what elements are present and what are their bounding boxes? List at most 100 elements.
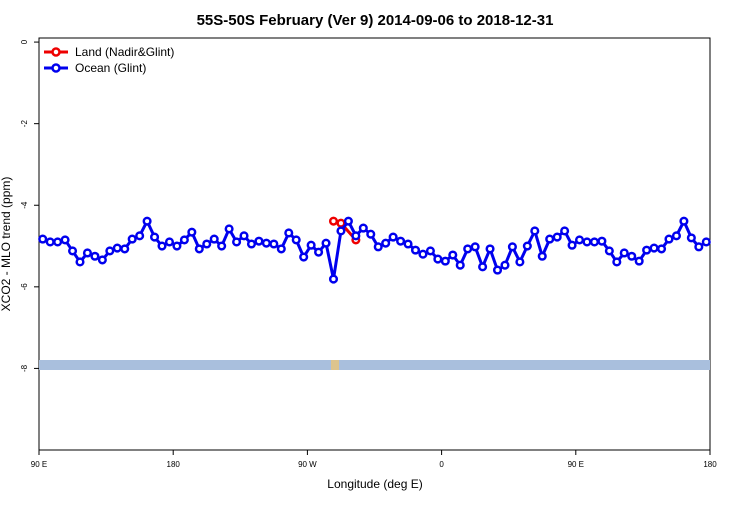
data-point bbox=[172, 241, 182, 251]
data-point bbox=[560, 226, 570, 236]
data-point bbox=[373, 242, 383, 252]
y-tick-label: -4 bbox=[20, 201, 29, 209]
data-point bbox=[179, 235, 189, 245]
data-point bbox=[440, 256, 450, 266]
plot-frame bbox=[38, 37, 711, 451]
data-point bbox=[530, 226, 540, 236]
data-point bbox=[157, 241, 167, 251]
x-tick-label: 0 bbox=[439, 460, 444, 469]
data-point bbox=[336, 226, 346, 236]
legend-marker bbox=[51, 47, 61, 57]
data-point bbox=[418, 249, 428, 259]
data-point bbox=[671, 231, 682, 241]
chart-title: 55S-50S February (Ver 9) 2014-09-06 to 2… bbox=[197, 12, 554, 29]
x-tick-label: 90 W bbox=[298, 460, 317, 469]
data-point bbox=[68, 246, 78, 256]
legend-marker bbox=[51, 63, 61, 73]
data-point bbox=[127, 234, 137, 244]
data-point bbox=[187, 227, 197, 237]
data-point bbox=[470, 242, 480, 252]
data-point bbox=[552, 232, 562, 242]
data-point bbox=[597, 236, 607, 246]
legend-label: Land (Nadir&Glint) bbox=[75, 45, 174, 59]
data-point bbox=[567, 240, 577, 250]
data-point bbox=[314, 247, 324, 257]
data-point bbox=[381, 238, 391, 248]
data-point bbox=[150, 232, 160, 242]
data-point bbox=[269, 239, 279, 249]
data-point bbox=[224, 224, 234, 234]
data-point bbox=[396, 236, 406, 246]
data-point bbox=[75, 257, 85, 267]
data-point bbox=[299, 252, 309, 262]
data-point bbox=[38, 234, 48, 244]
data-point bbox=[627, 251, 637, 261]
data-point bbox=[492, 265, 503, 275]
y-tick-label: -6 bbox=[20, 283, 29, 291]
data-point bbox=[343, 216, 353, 226]
data-point bbox=[202, 239, 212, 249]
surface-band-land bbox=[331, 360, 339, 370]
data-point bbox=[694, 242, 704, 252]
data-point bbox=[574, 235, 585, 245]
legend-label: Ocean (Glint) bbox=[75, 61, 146, 75]
data-point bbox=[276, 244, 286, 254]
data-point bbox=[500, 260, 510, 270]
data-point bbox=[388, 232, 398, 242]
data-point bbox=[246, 239, 257, 249]
data-point bbox=[522, 241, 532, 251]
data-point bbox=[254, 236, 264, 246]
y-axis-label: XCO2 - MLO trend (ppm) bbox=[0, 177, 13, 312]
data-point bbox=[582, 237, 592, 247]
data-point bbox=[455, 260, 465, 270]
data-point bbox=[45, 237, 55, 247]
data-point bbox=[634, 256, 644, 266]
data-point bbox=[97, 255, 107, 265]
data-point bbox=[112, 243, 122, 253]
data-point bbox=[194, 244, 204, 254]
data-point bbox=[328, 216, 339, 226]
y-tick-label: -2 bbox=[20, 120, 29, 128]
data-point bbox=[232, 237, 242, 247]
data-point bbox=[351, 231, 361, 241]
data-point bbox=[545, 234, 555, 244]
data-point bbox=[664, 234, 674, 244]
data-point bbox=[410, 245, 421, 255]
data-point bbox=[612, 257, 622, 267]
data-point bbox=[105, 246, 115, 256]
data-point bbox=[463, 244, 473, 254]
x-tick-label: 180 bbox=[167, 460, 181, 469]
data-point bbox=[239, 231, 249, 241]
data-point bbox=[328, 274, 339, 284]
data-point bbox=[142, 216, 152, 226]
data-point bbox=[209, 234, 219, 244]
data-point bbox=[448, 250, 458, 260]
data-point bbox=[321, 238, 331, 248]
data-point bbox=[366, 229, 376, 239]
x-tick-label: 90 E bbox=[568, 460, 584, 469]
data-point bbox=[261, 238, 271, 248]
surface-band bbox=[39, 360, 710, 370]
data-point bbox=[686, 233, 696, 243]
y-tick-label: -8 bbox=[20, 364, 29, 372]
data-point bbox=[604, 246, 614, 256]
data-point bbox=[589, 237, 599, 247]
data-point bbox=[291, 235, 301, 245]
data-point bbox=[679, 216, 689, 226]
x-tick-label: 90 E bbox=[31, 460, 47, 469]
data-point bbox=[701, 237, 711, 247]
data-point bbox=[619, 248, 629, 258]
data-point bbox=[537, 251, 547, 261]
data-point bbox=[649, 243, 659, 253]
data-point bbox=[485, 244, 495, 254]
data-point bbox=[135, 231, 145, 241]
data-point bbox=[515, 257, 525, 267]
y-tick-label: 0 bbox=[20, 39, 29, 44]
x-axis-label: Longitude (deg E) bbox=[327, 477, 422, 491]
data-point bbox=[642, 245, 652, 255]
x-tick-label: 180 bbox=[703, 460, 717, 469]
data-point bbox=[358, 223, 368, 233]
data-point bbox=[403, 239, 413, 249]
data-point bbox=[306, 240, 316, 250]
